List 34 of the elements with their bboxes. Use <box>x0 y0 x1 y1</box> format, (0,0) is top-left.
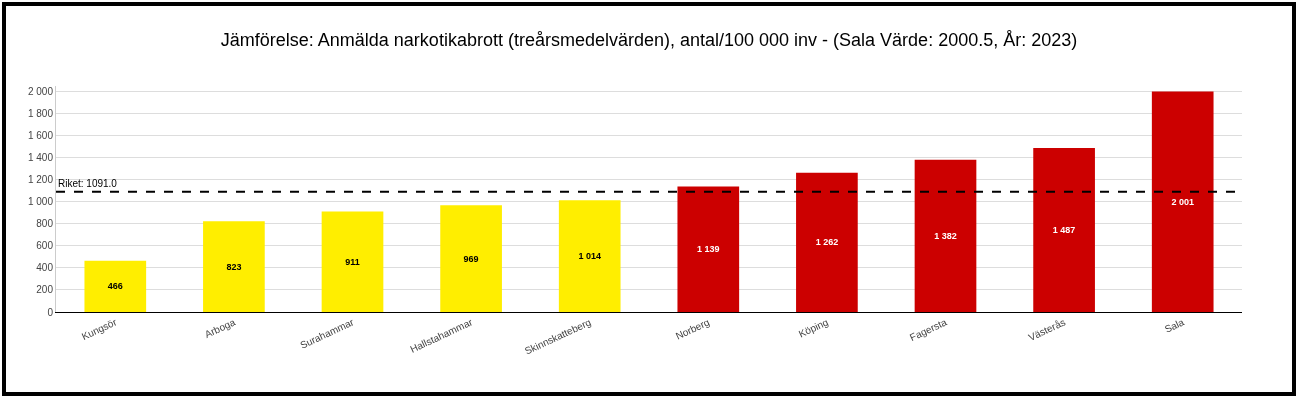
data-label: 2 001 <box>1171 196 1194 207</box>
data-label: 911 <box>345 256 360 267</box>
y-tick-label: 1 600 <box>27 130 54 142</box>
data-label: 1 014 <box>578 251 601 262</box>
y-tick-label: 600 <box>36 240 54 252</box>
y-tick-label: 400 <box>36 262 54 274</box>
y-tick-label: 1 000 <box>27 196 54 208</box>
bar <box>796 172 858 312</box>
data-label: 969 <box>463 253 479 264</box>
bar <box>440 205 502 312</box>
bar <box>203 221 265 312</box>
y-tick-label: 1 800 <box>27 108 54 120</box>
y-tick-label: 1 400 <box>27 152 54 164</box>
bar <box>558 200 621 312</box>
x-tick-label: Sala <box>1162 316 1187 335</box>
y-tick-label: 0 <box>47 306 54 318</box>
y-tick-label: 800 <box>36 218 54 230</box>
data-label: 823 <box>226 261 242 272</box>
bar <box>1033 148 1095 312</box>
y-tick-label: 2 000 <box>27 86 54 98</box>
bar <box>1151 91 1214 312</box>
y-tick-label: 200 <box>36 284 54 296</box>
data-label: 1 487 <box>1052 225 1076 236</box>
bar <box>677 186 740 312</box>
data-label: 1 139 <box>697 244 720 255</box>
y-tick-label: 1 200 <box>27 174 54 186</box>
bar <box>84 260 147 312</box>
data-label: 1 382 <box>934 230 957 241</box>
bar <box>914 159 977 312</box>
ref-line-label: Riket: 1091.0 <box>58 178 118 189</box>
bar <box>321 211 384 312</box>
data-label: 466 <box>107 281 123 292</box>
data-label: 1 262 <box>815 237 839 248</box>
chart-title: Jämförelse: Anmälda narkotikabrott (treårsmedelvärden), antal/100 000 inv - (Sala Värde: 2000.5, År: 2023) <box>220 29 1078 50</box>
